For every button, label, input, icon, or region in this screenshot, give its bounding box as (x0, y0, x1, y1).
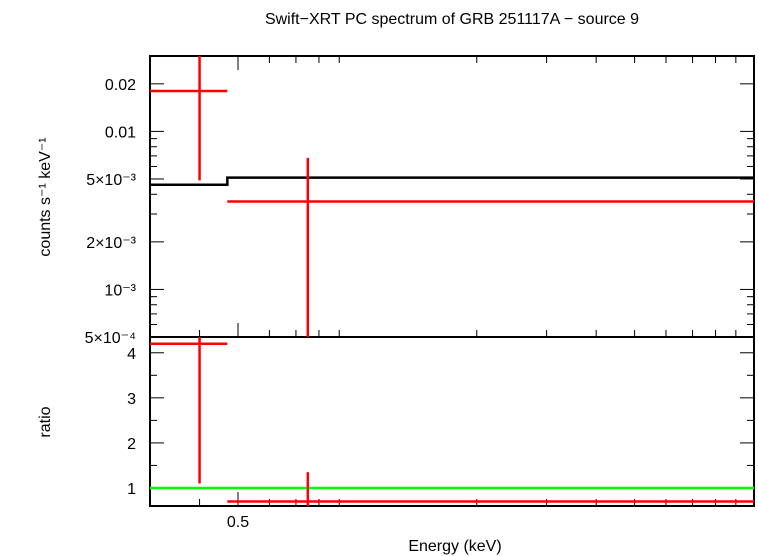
ratio-y-tick-label: 3 (127, 391, 136, 408)
spectrum-y-tick-label: 2×10⁻³ (86, 235, 136, 252)
spectrum-y-tick-label: 5×10⁻³ (86, 172, 136, 189)
chart-title: Swift−XRT PC spectrum of GRB 251117A − s… (265, 11, 639, 28)
ratio-y-axis-label: ratio (37, 406, 54, 437)
ratio-y-tick-label: 2 (127, 436, 136, 453)
x-axis-label: Energy (keV) (408, 538, 501, 555)
model-step-line (150, 176, 754, 186)
spectrum-y-tick-label: 10⁻³ (104, 282, 136, 299)
ratio-panel-frame (149, 336, 755, 507)
x-axis-ticks: 0.5 (199, 56, 737, 531)
x-tick-label: 0.5 (227, 514, 249, 531)
spectrum-y-axis-label: counts s⁻¹ keV⁻¹ (37, 137, 54, 256)
spectrum-y-tick-label: 0.01 (105, 124, 136, 141)
ratio-y-tick-label: 1 (127, 481, 136, 498)
spectrum-y-tick-label: 5×10⁻⁴ (85, 330, 136, 347)
spectrum-series (150, 56, 754, 337)
ratio-y-tick-label: 4 (127, 346, 136, 363)
ratio-series (150, 337, 754, 506)
spectrum-panel-frame (149, 55, 755, 338)
spectrum-y-tick-label: 0.02 (105, 77, 136, 94)
spectrum-y-ticks: 0.02 0.01 5×10⁻³ 2×10⁻³ 10⁻³ 5×10⁻⁴ (85, 55, 754, 347)
ratio-y-ticks: 1 2 3 4 (127, 346, 754, 498)
